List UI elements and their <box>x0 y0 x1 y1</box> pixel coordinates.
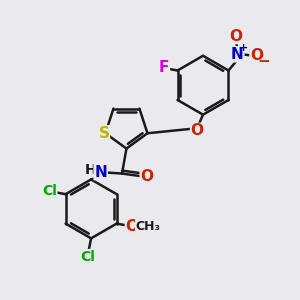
Text: CH₃: CH₃ <box>136 220 160 233</box>
Text: H: H <box>85 163 97 177</box>
Text: −: − <box>257 54 270 69</box>
Text: O: O <box>250 48 263 63</box>
Text: N: N <box>94 165 107 180</box>
Text: Cl: Cl <box>80 250 95 264</box>
Text: O: O <box>190 123 204 138</box>
Text: Cl: Cl <box>42 184 57 198</box>
Text: F: F <box>159 60 169 75</box>
Text: O: O <box>140 169 153 184</box>
Text: +: + <box>238 43 248 53</box>
Text: S: S <box>98 126 110 141</box>
Text: O: O <box>230 28 242 44</box>
Text: N: N <box>231 47 244 62</box>
Text: O: O <box>125 219 138 234</box>
